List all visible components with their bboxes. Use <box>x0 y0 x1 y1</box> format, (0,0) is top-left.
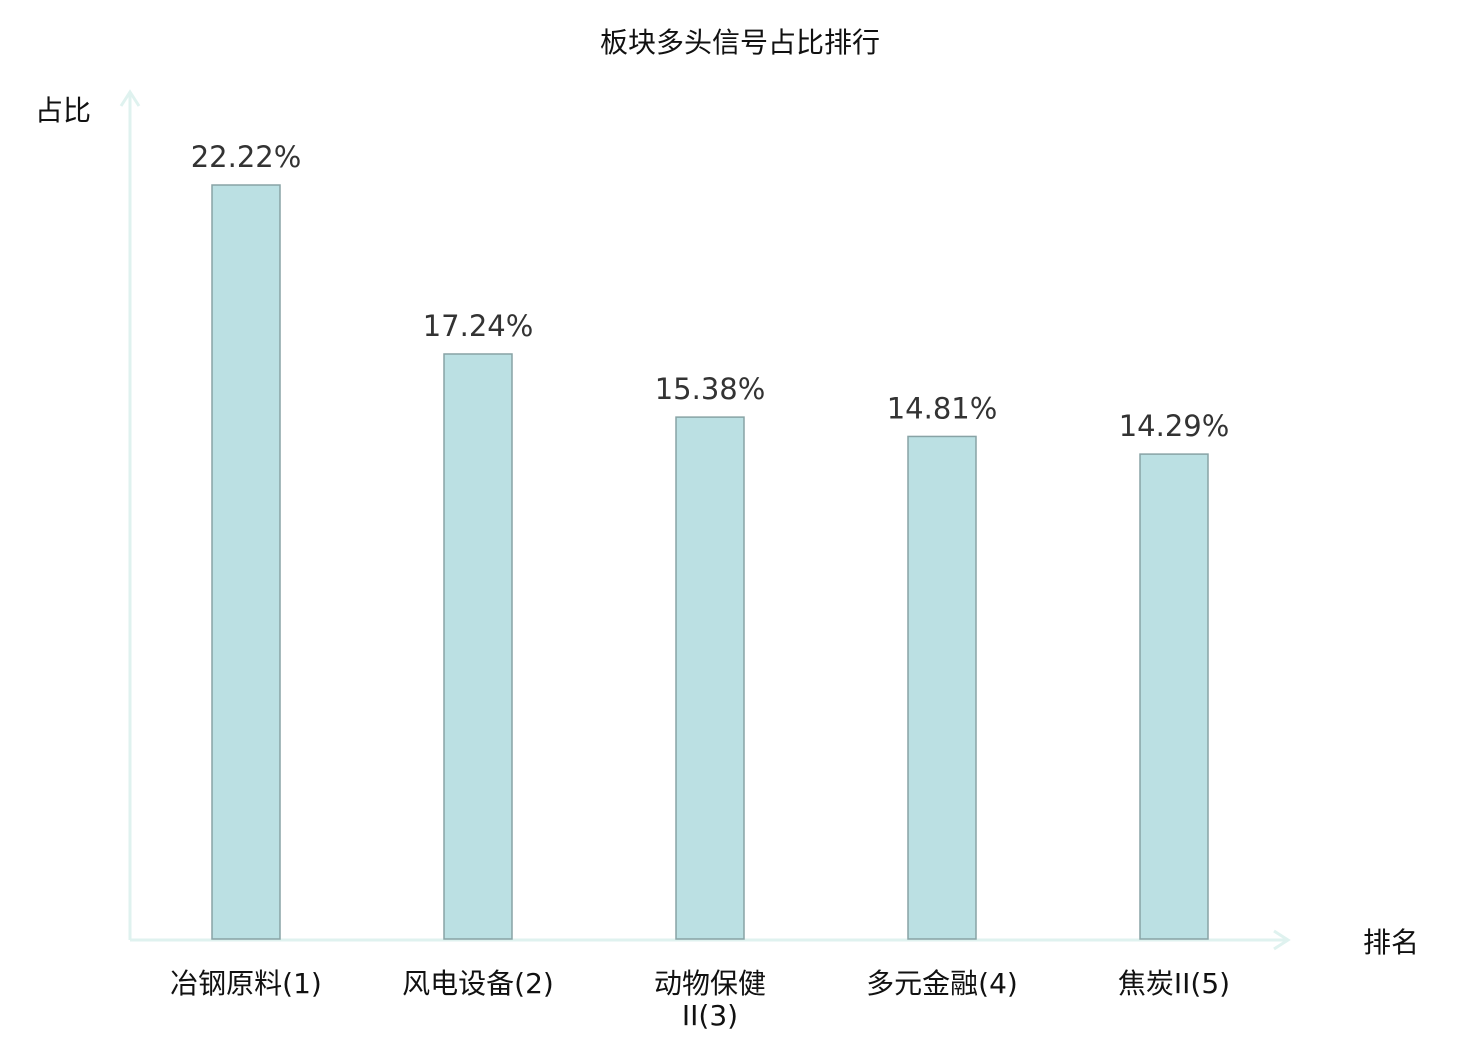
x-tick-label: II(3) <box>682 999 738 1032</box>
x-tick-label: 焦炭II(5) <box>1118 967 1230 1000</box>
data-label: 14.81% <box>887 391 998 425</box>
bar <box>675 416 745 940</box>
data-label: 17.24% <box>423 309 534 343</box>
y-axis-arrow-icon <box>119 89 141 107</box>
y-axis-label: 占比 <box>35 94 91 127</box>
data-label: 14.29% <box>1119 409 1230 443</box>
bar <box>211 184 281 940</box>
x-tick-label: 冶钢原料(1) <box>170 967 322 1000</box>
bars: 22.22% 冶钢原料(1) 17.24% 风电设备(2) 15.38% 动物保健II(3… <box>170 140 1230 1032</box>
chart-title: 板块多头信号占比排行 <box>600 26 880 59</box>
bar <box>443 353 513 940</box>
x-axis-label: 排名 <box>1363 926 1419 959</box>
bar <box>1139 453 1209 940</box>
data-label: 22.22% <box>191 140 302 174</box>
data-label: 15.38% <box>655 372 766 406</box>
x-tick-label: 动物保健 <box>654 967 766 1000</box>
bar <box>907 435 977 940</box>
x-axis-arrow-icon <box>1273 929 1291 951</box>
x-tick-label: 多元金融(4) <box>866 967 1018 1000</box>
x-tick-label: 风电设备(2) <box>402 967 554 1000</box>
axes <box>119 89 1291 951</box>
